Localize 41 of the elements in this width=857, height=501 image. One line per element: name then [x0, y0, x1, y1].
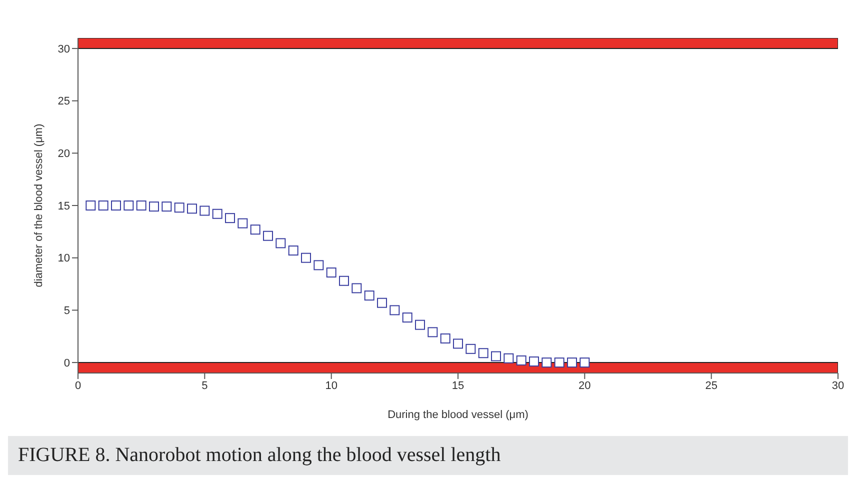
x-tick-label: 0	[74, 380, 82, 392]
point	[314, 260, 324, 270]
y-tick-label: 5	[64, 305, 70, 318]
point	[352, 283, 362, 294]
point	[390, 305, 400, 316]
point	[440, 333, 450, 344]
point	[200, 206, 210, 216]
point	[529, 356, 539, 366]
y-tick-label: 10	[58, 252, 70, 265]
point	[174, 202, 184, 213]
point	[478, 348, 488, 358]
point	[402, 312, 412, 323]
point	[288, 246, 298, 256]
point	[250, 224, 260, 235]
point	[567, 358, 577, 368]
y-tick-label: 0	[64, 357, 70, 370]
x-tick-label: 30	[832, 380, 844, 392]
point	[276, 238, 286, 248]
x-axis-title: During the blood vessel (μm)	[388, 409, 528, 421]
x-tick-label: 25	[705, 380, 718, 392]
point	[364, 290, 374, 301]
point	[554, 358, 564, 368]
x-tick-label: 20	[578, 380, 591, 392]
point	[162, 202, 172, 212]
x-tick-label: 15	[452, 380, 464, 392]
point	[238, 218, 248, 228]
point	[428, 327, 438, 338]
point	[466, 344, 476, 354]
y-tick-label: 15	[58, 200, 70, 212]
point	[516, 355, 526, 366]
y-tick-label: 25	[58, 96, 70, 108]
point	[504, 353, 514, 364]
y-tick-label: 20	[58, 148, 70, 160]
point	[212, 208, 222, 219]
x-tick-label: 10	[325, 380, 338, 392]
x-tick-label: 5	[202, 380, 208, 392]
y-axis-title: diameter of the blood vessel (μm)	[32, 124, 45, 288]
y-tick-label: 30	[58, 43, 70, 56]
point	[542, 358, 552, 368]
point	[580, 358, 590, 368]
caption: FIGURE 8. Nanorobot motion along the blood vessel length	[8, 436, 848, 475]
